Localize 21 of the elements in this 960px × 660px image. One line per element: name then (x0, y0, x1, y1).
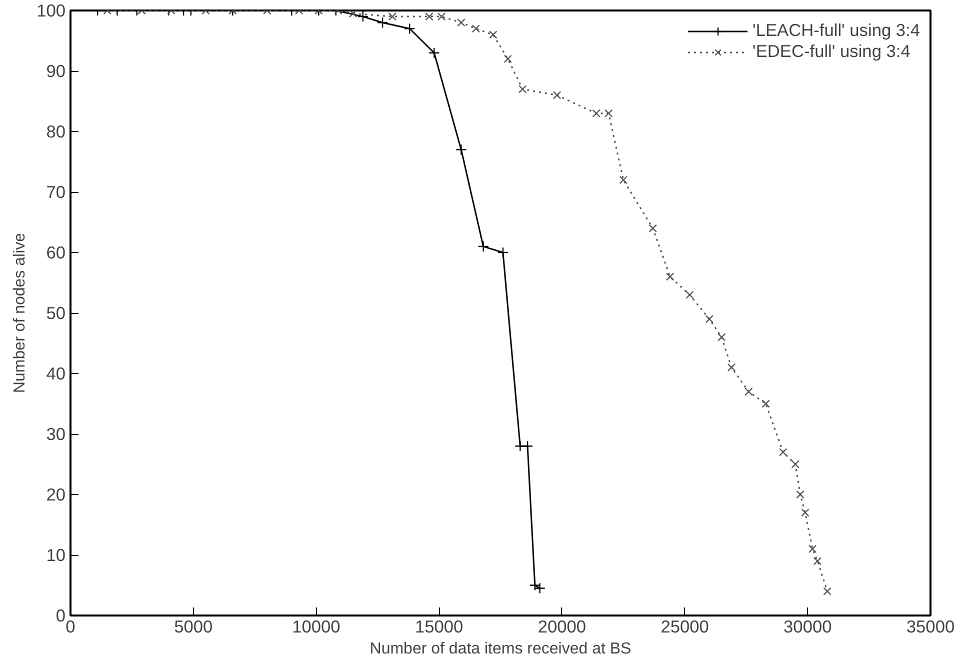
y-tick-label: 20 (46, 484, 66, 504)
y-tick-label: 60 (46, 242, 66, 262)
legend-label: 'LEACH-full' using 3:4 (752, 20, 920, 41)
y-axis-title: Number of nodes alive (12, 232, 29, 394)
x-tick-label: 5000 (174, 616, 213, 636)
x-tick-label: 35000 (906, 616, 955, 636)
y-tick-label: 70 (46, 182, 66, 202)
legend-label: 'EDEC-full' using 3:4 (752, 41, 910, 62)
x-axis-title: Number of data items received at BS (370, 640, 632, 658)
y-tick-label: 10 (46, 545, 66, 565)
y-tick-label: 90 (46, 61, 66, 81)
y-tick-label: 40 (46, 364, 66, 384)
x-tick-label: 10000 (292, 616, 340, 636)
y-tick-label: 30 (46, 424, 66, 444)
y-tick-label: 80 (46, 122, 66, 142)
x-tick-label: 20000 (538, 616, 586, 636)
x-tick-label: 15000 (414, 616, 464, 636)
y-tick-label: 100 (36, 0, 66, 20)
y-tick-label: 50 (46, 303, 66, 323)
x-tick-label: 25000 (660, 616, 709, 636)
x-tick-label: 30000 (784, 616, 832, 636)
